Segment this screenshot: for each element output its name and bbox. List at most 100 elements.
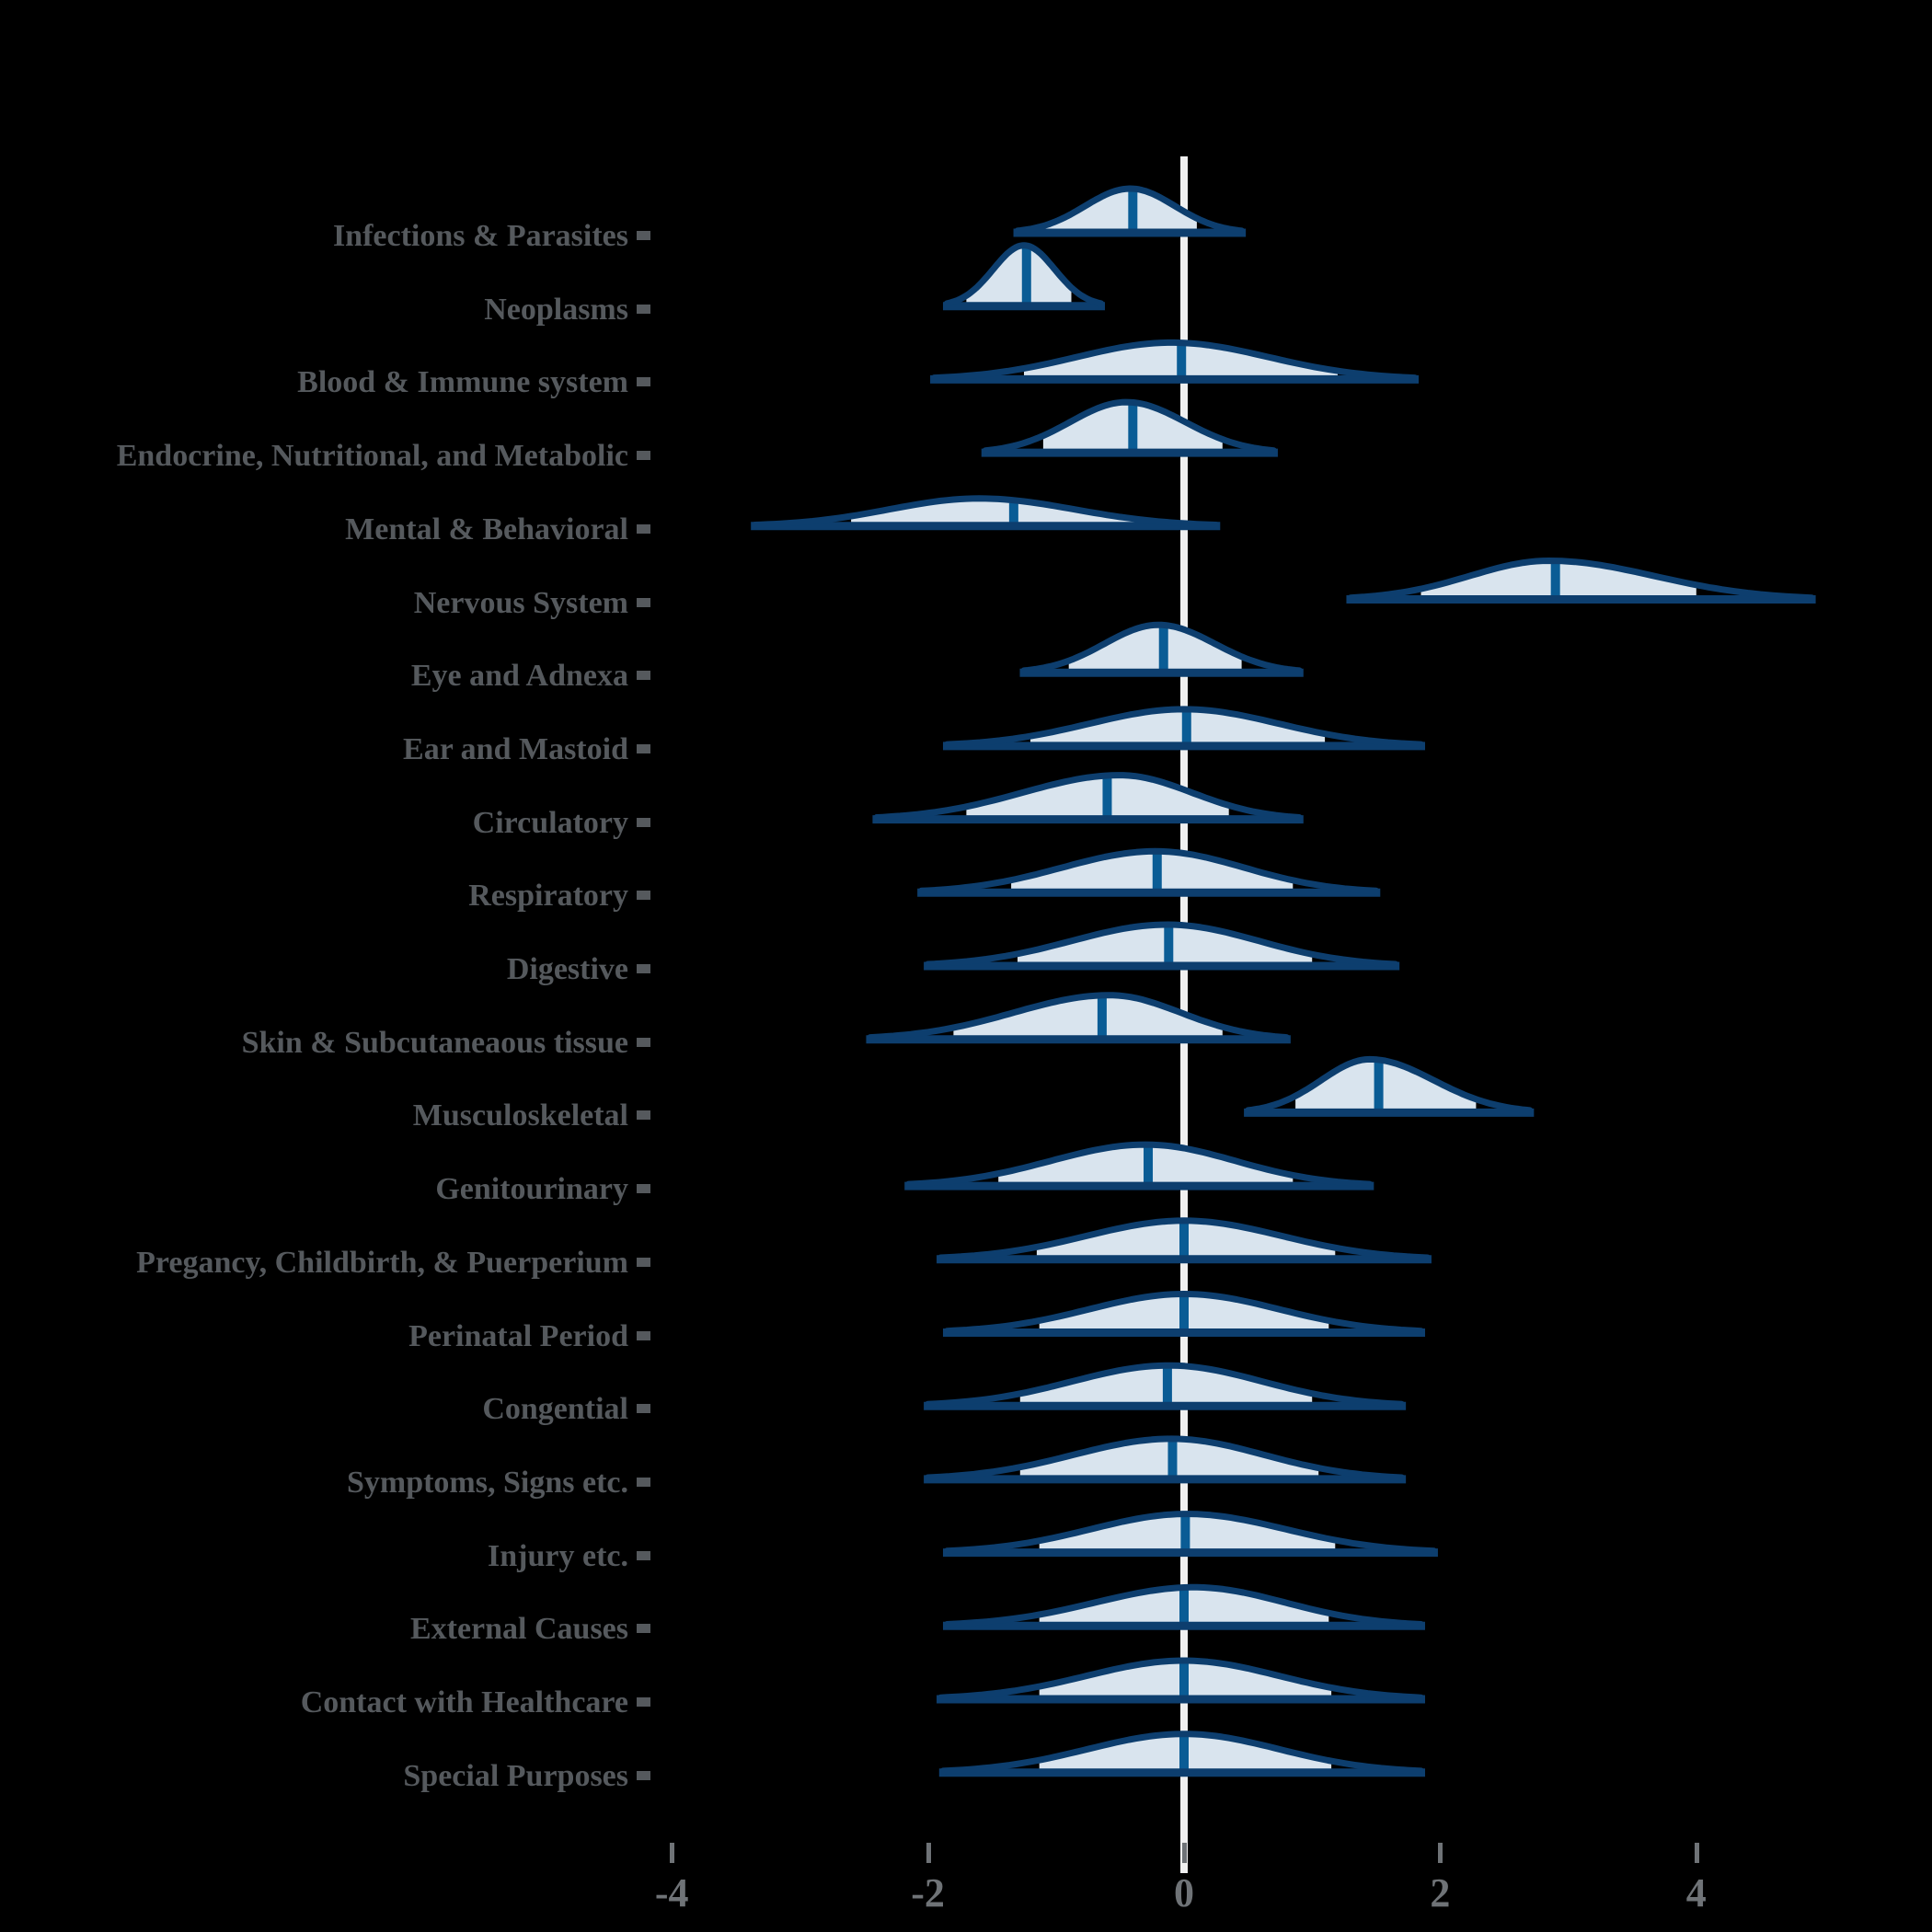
- density-outline: [937, 1217, 1431, 1263]
- density-outline: [925, 1362, 1406, 1409]
- density-outline: [1014, 185, 1246, 236]
- density-outline: [867, 992, 1290, 1043]
- x-axis-tick-label: -2: [911, 1870, 945, 1915]
- category-label: Nervous System: [413, 585, 628, 620]
- x-axis-tick-label: 2: [1430, 1870, 1451, 1915]
- median-line: [1158, 627, 1168, 673]
- median-line: [1021, 247, 1031, 306]
- density-outline: [752, 495, 1220, 530]
- median-line: [1179, 1663, 1189, 1699]
- x-axis-tick-label: 0: [1174, 1870, 1194, 1915]
- y-axis-tick-mark: [637, 451, 650, 461]
- category-label: Respiratory: [468, 879, 628, 914]
- median-line: [1164, 927, 1174, 966]
- category-label: Ear and Mastoid: [403, 731, 628, 766]
- x-axis-tick-mark: [1182, 1843, 1187, 1863]
- density-outline: [873, 772, 1303, 823]
- density-outline: [931, 339, 1419, 383]
- y-axis-tick-mark: [637, 1257, 650, 1267]
- density-outline: [905, 1141, 1374, 1190]
- category-label: Skin & Subcutaneaous tissue: [241, 1025, 628, 1060]
- y-axis-tick-mark: [637, 743, 650, 753]
- median-line: [1179, 1590, 1189, 1627]
- category-label: Injury etc.: [488, 1538, 628, 1573]
- category-label: Endocrine, Nutritional, and Metabolic: [116, 439, 628, 474]
- median-line: [1008, 502, 1018, 526]
- density-outline: [944, 1583, 1424, 1629]
- y-axis-tick-mark: [637, 231, 650, 240]
- y-axis-tick-mark: [637, 377, 650, 387]
- density-outline: [939, 1731, 1424, 1777]
- median-line: [1152, 854, 1162, 893]
- category-label: Congential: [482, 1392, 628, 1427]
- density-outline: [982, 398, 1277, 456]
- category-label: Circulatory: [472, 805, 628, 840]
- density-fill: [966, 245, 1072, 306]
- density-fill: [1030, 189, 1197, 233]
- category-label: Eye and Adnexa: [410, 659, 628, 694]
- density-outline: [944, 1511, 1437, 1557]
- median-line: [1180, 1516, 1190, 1553]
- category-label: Symptoms, Signs etc.: [346, 1465, 628, 1500]
- x-axis-tick-label: 4: [1685, 1870, 1707, 1915]
- density-outline: [918, 847, 1380, 896]
- y-axis-tick-mark: [637, 1624, 650, 1634]
- category-label: Musculoskeletal: [412, 1098, 628, 1133]
- density-outline: [1347, 558, 1815, 603]
- density-outline: [937, 1657, 1424, 1703]
- y-axis-tick-mark: [637, 1037, 650, 1047]
- y-axis-tick-mark: [637, 891, 650, 901]
- density-outline: [925, 1435, 1406, 1483]
- median-line: [1162, 1368, 1172, 1407]
- density-outline: [944, 242, 1104, 310]
- density-outline: [944, 1291, 1424, 1336]
- median-line: [1128, 191, 1138, 233]
- x-axis-tick-mark: [1438, 1843, 1443, 1863]
- median-line: [1167, 1441, 1178, 1479]
- median-line: [1179, 1296, 1189, 1333]
- y-axis-tick-mark: [637, 1697, 650, 1707]
- median-line: [1097, 997, 1107, 1040]
- x-axis-tick-label: -4: [654, 1870, 689, 1915]
- category-label: Perinatal Period: [408, 1318, 628, 1353]
- y-axis-tick-mark: [637, 1110, 650, 1121]
- density-fill: [1295, 1059, 1477, 1113]
- median-line: [1181, 711, 1191, 746]
- density-outline: [925, 921, 1399, 970]
- x-axis-tick-mark: [926, 1843, 931, 1863]
- density-outline: [1020, 621, 1303, 676]
- category-label: Pregancy, Childbirth, & Puerperium: [136, 1245, 628, 1280]
- y-axis-tick-mark: [637, 304, 650, 314]
- density-fill: [966, 775, 1229, 820]
- x-axis-tick-mark: [1694, 1843, 1699, 1863]
- y-axis-tick-mark: [637, 1477, 650, 1487]
- category-label: External Causes: [409, 1612, 628, 1647]
- y-axis-tick-mark: [637, 597, 650, 607]
- density-outline: [944, 706, 1424, 750]
- median-line: [1177, 345, 1187, 380]
- category-label: Infections & Parasites: [332, 219, 628, 253]
- density-outline: [1245, 1055, 1534, 1116]
- category-label: Contact with Healthcare: [300, 1685, 628, 1719]
- y-axis-tick-mark: [637, 1330, 650, 1340]
- y-axis-tick-mark: [637, 1404, 650, 1414]
- category-label: Blood & Immune system: [297, 365, 628, 400]
- y-axis-tick-mark: [637, 1770, 650, 1780]
- median-line: [1144, 1147, 1154, 1187]
- category-label: Special Purposes: [403, 1758, 628, 1793]
- x-axis-tick-mark: [670, 1843, 675, 1863]
- median-line: [1179, 1223, 1189, 1259]
- median-line: [1128, 405, 1138, 454]
- category-label: Neoplasms: [484, 292, 628, 327]
- median-line: [1102, 778, 1112, 820]
- y-axis-tick-mark: [637, 671, 650, 681]
- y-axis-tick-mark: [637, 964, 650, 973]
- median-line: [1179, 1736, 1189, 1773]
- category-label: Genitourinary: [435, 1172, 628, 1207]
- y-axis-tick-mark: [637, 523, 650, 534]
- y-axis-tick-mark: [637, 817, 650, 827]
- category-label: Mental & Behavioral: [345, 512, 628, 546]
- category-label: Digestive: [506, 952, 628, 986]
